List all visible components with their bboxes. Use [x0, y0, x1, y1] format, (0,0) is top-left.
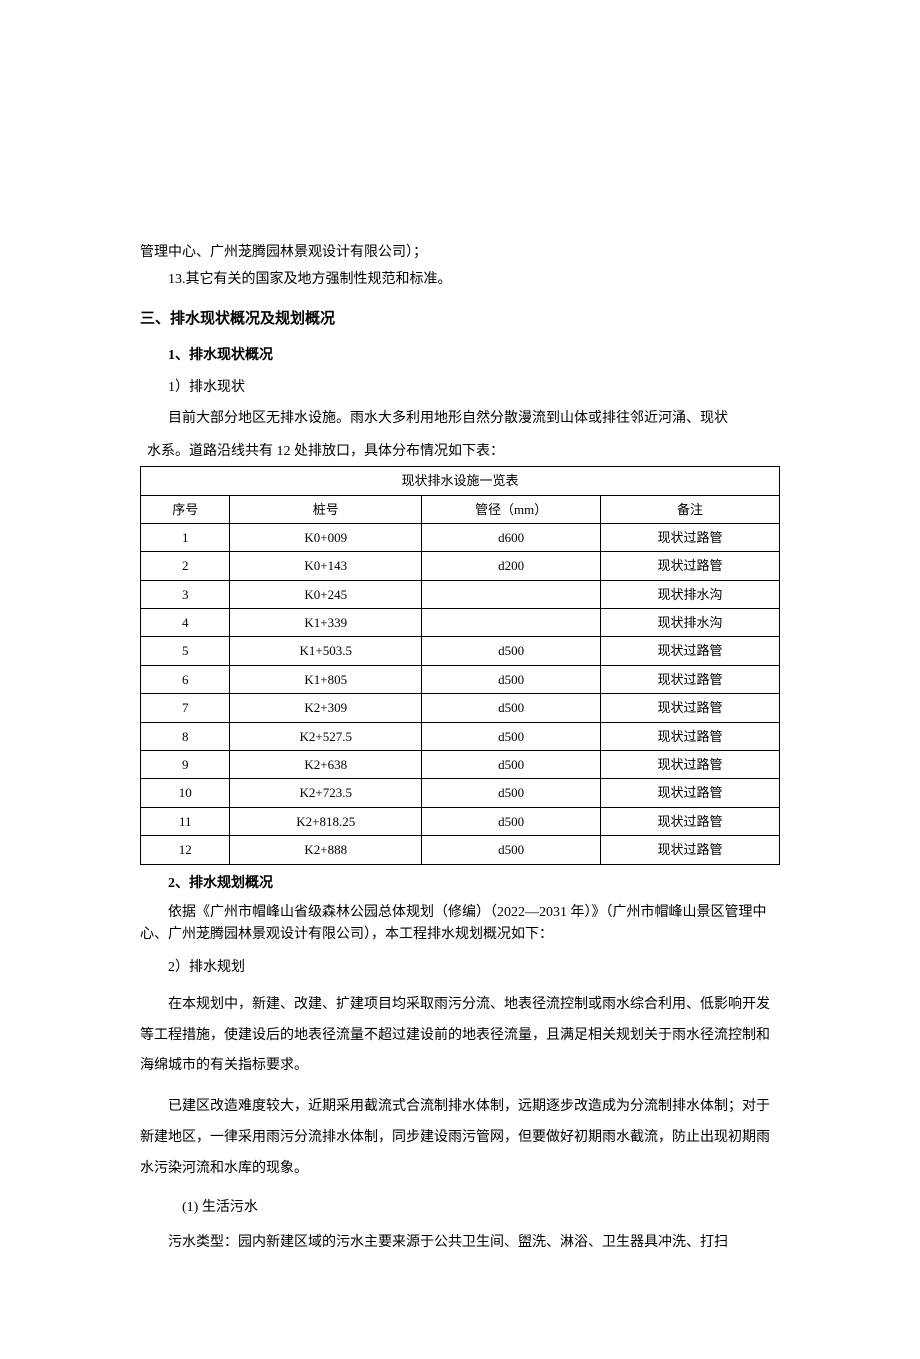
cell: 9: [141, 751, 230, 779]
cell: 10: [141, 779, 230, 807]
cell: 现状过路管: [601, 637, 780, 665]
table-row: 12K2+888d500现状过路管: [141, 836, 780, 864]
cell: 11: [141, 807, 230, 835]
table-header-1: 桩号: [230, 495, 422, 523]
cell: 现状排水沟: [601, 609, 780, 637]
table-row: 2K0+143d200现状过路管: [141, 552, 780, 580]
drainage-facilities-table: 现状排水设施一览表 序号 桩号 管径（mm） 备注 1K0+009d600现状过…: [140, 466, 780, 864]
cell: K1+805: [230, 665, 422, 693]
cell: 现状过路管: [601, 665, 780, 693]
cell: 现状过路管: [601, 807, 780, 835]
cell: 12: [141, 836, 230, 864]
cell: 2: [141, 552, 230, 580]
cell: K2+638: [230, 751, 422, 779]
cell: K0+009: [230, 523, 422, 551]
cell: K1+503.5: [230, 637, 422, 665]
cell: d200: [422, 552, 601, 580]
cell: K2+309: [230, 694, 422, 722]
table-row: 8K2+527.5d500现状过路管: [141, 722, 780, 750]
part2-p2: 在本规划中，新建、改建、扩建项目均采取雨污分流、地表径流控制或雨水综合利用、低影…: [140, 990, 780, 1082]
table-row: 7K2+309d500现状过路管: [141, 694, 780, 722]
cell: K2+888: [230, 836, 422, 864]
section-3-heading: 三、排水现状概况及规划概况: [140, 306, 780, 333]
table-header-row: 序号 桩号 管径（mm） 备注: [141, 495, 780, 523]
table-row: 1K0+009d600现状过路管: [141, 523, 780, 551]
cell: 1: [141, 523, 230, 551]
intro-line-2: 13.其它有关的国家及地方强制性规范和标准。: [140, 267, 780, 292]
table-row: 11K2+818.25d500现状过路管: [141, 807, 780, 835]
cell: K0+245: [230, 580, 422, 608]
cell: 现状过路管: [601, 694, 780, 722]
cell: d500: [422, 779, 601, 807]
cell: 3: [141, 580, 230, 608]
cell: K2+527.5: [230, 722, 422, 750]
part2-p4: 污水类型：园内新建区域的污水主要来源于公共卫生间、盥洗、淋浴、卫生器具冲洗、打扫: [140, 1230, 780, 1255]
intro-line-1: 管理中心、广州茏腾园林景观设计有限公司）；: [140, 240, 780, 265]
part2-p3: 已建区改造难度较大，近期采用截流式合流制排水体制，远期逐步改造成为分流制排水体制…: [140, 1092, 780, 1184]
cell: [422, 609, 601, 637]
part2-heading: 2、排水规划概况: [140, 871, 780, 896]
table-row: 9K2+638d500现状过路管: [141, 751, 780, 779]
cell: d500: [422, 836, 601, 864]
cell: 现状过路管: [601, 523, 780, 551]
cell: d600: [422, 523, 601, 551]
cell: 5: [141, 637, 230, 665]
cell: [422, 580, 601, 608]
cell: d500: [422, 722, 601, 750]
cell: 现状过路管: [601, 722, 780, 750]
cell: d500: [422, 694, 601, 722]
cell: 现状过路管: [601, 779, 780, 807]
table-header-3: 备注: [601, 495, 780, 523]
cell: 现状过路管: [601, 751, 780, 779]
cell: K2+723.5: [230, 779, 422, 807]
part2-sub1: (1) 生活污水: [140, 1195, 780, 1220]
table-row: 10K2+723.5d500现状过路管: [141, 779, 780, 807]
cell: d500: [422, 807, 601, 835]
table-row: 4K1+339 现状排水沟: [141, 609, 780, 637]
part1-p2: 水系。道路沿线共有 12 处排放口，具体分布情况如下表：: [147, 439, 780, 464]
cell: d500: [422, 751, 601, 779]
table-row: 3K0+245 现状排水沟: [141, 580, 780, 608]
table-header-2: 管径（mm）: [422, 495, 601, 523]
cell: K2+818.25: [230, 807, 422, 835]
cell: K1+339: [230, 609, 422, 637]
cell: 8: [141, 722, 230, 750]
cell: 4: [141, 609, 230, 637]
cell: d500: [422, 637, 601, 665]
part1-heading: 1、排水现状概况: [140, 343, 780, 368]
cell: 7: [141, 694, 230, 722]
table-header-0: 序号: [141, 495, 230, 523]
table-title-row: 现状排水设施一览表: [141, 467, 780, 495]
table-row: 5K1+503.5d500现状过路管: [141, 637, 780, 665]
part1-p1: 目前大部分地区无排水设施。雨水大多利用地形自然分散漫流到山体或排往邻近河涌、现状: [140, 406, 780, 431]
cell: 现状过路管: [601, 552, 780, 580]
part1-item1: 1）排水现状: [140, 375, 780, 400]
table-title: 现状排水设施一览表: [141, 467, 780, 495]
cell: 现状过路管: [601, 836, 780, 864]
cell: 现状排水沟: [601, 580, 780, 608]
cell: 6: [141, 665, 230, 693]
part2-item2: 2）排水规划: [140, 955, 780, 980]
table-row: 6K1+805d500现状过路管: [141, 665, 780, 693]
cell: d500: [422, 665, 601, 693]
part2-p1: 依据《广州市帽峰山省级森林公园总体规划（修编）（2022—2031 年）》（广州…: [140, 902, 780, 947]
cell: K0+143: [230, 552, 422, 580]
